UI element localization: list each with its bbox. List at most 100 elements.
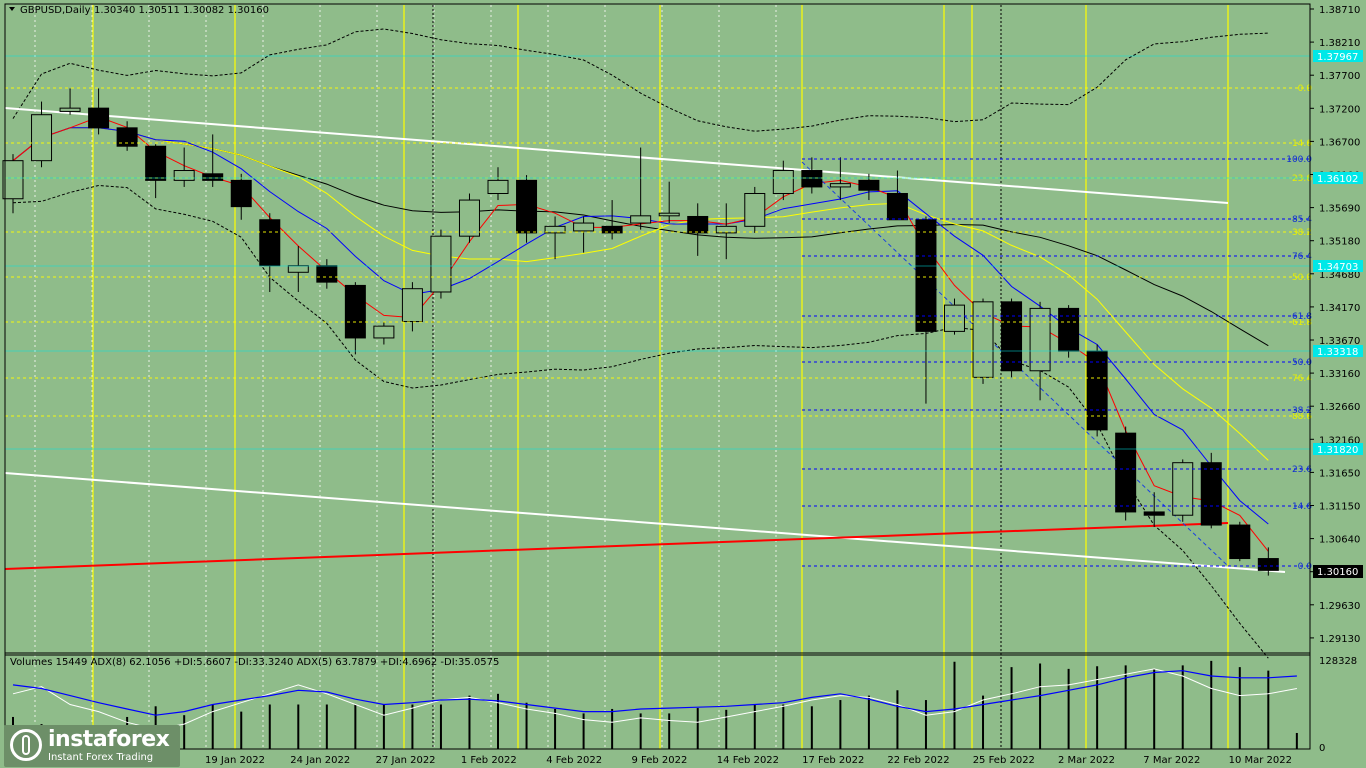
time-tick-label: 14 Feb 2022 (717, 755, 779, 766)
fib-yellow-label: 23.6 (1292, 174, 1312, 184)
candle-bear (1229, 524, 1251, 560)
candle-bull (744, 192, 766, 227)
volume-axis-min: 0 (1319, 743, 1325, 754)
candle-bear (88, 107, 110, 129)
fib-levels: 0.0 14.6 23.6 38.2 50.0 61.8 76.4 88.6 100.0 85.4… (5, 55, 1313, 572)
candle-bull (2, 160, 24, 200)
cyan-price-tag-label: 1.36102 (1317, 174, 1358, 185)
price-tick-label: 1.34680 (1319, 270, 1360, 281)
price-tick-label: 1.32660 (1319, 402, 1360, 413)
fib-blue-label: 0.0 (1298, 562, 1313, 572)
candle-bear (858, 179, 880, 191)
candle-bear (1200, 462, 1222, 526)
candle-bull (972, 301, 994, 378)
candle-bear (801, 170, 823, 188)
fib-blue-label: 14.6 (1292, 502, 1312, 512)
channel-upper-line (4, 107, 1229, 204)
trend-line-red (4, 522, 1229, 570)
chart-frame (4, 3, 1311, 750)
candle-bull (401, 288, 423, 323)
fib-yellow-label: 61.8 (1292, 318, 1312, 328)
cyan-price-tag (1313, 443, 1363, 455)
candle-bull (658, 212, 680, 217)
fib-blue-label: 23.6 (1292, 465, 1312, 475)
price-tick-label: 1.35690 (1319, 204, 1360, 215)
time-tick-label: 7 Mar 2022 (1143, 755, 1200, 766)
candle-bull (943, 304, 965, 332)
candle-bear (886, 192, 908, 221)
candle-bull (544, 225, 566, 234)
candle-bull (1029, 307, 1051, 372)
cyan-price-tag-label: 1.34703 (1317, 262, 1358, 273)
time-tick-label: 4 Feb 2022 (546, 755, 602, 766)
time-tick-label: 9 Feb 2022 (632, 755, 688, 766)
fib-yellow-label: 76.4 (1292, 374, 1312, 384)
cyan-price-tag-label: 1.33318 (1317, 347, 1358, 358)
candle-bear (145, 145, 167, 181)
candle-bull (31, 114, 53, 162)
candle-bear (1086, 350, 1108, 431)
time-tick-label: 10 Mar 2022 (1229, 755, 1292, 766)
candle-bear (344, 284, 366, 339)
channel-lower-line (4, 472, 1286, 573)
cyan-price-tag (1313, 50, 1363, 62)
fib-blue-label: 85.4 (1292, 215, 1312, 225)
current-price-tag (1313, 565, 1363, 578)
fib-blue-label: 76.4 (1292, 252, 1312, 262)
candle-bull (59, 107, 81, 112)
fib-blue-label: 61.8 (1292, 312, 1312, 322)
candle-bull (458, 199, 480, 237)
menu-triangle-icon[interactable] (9, 7, 15, 11)
time-tick-label: 27 Jan 2022 (376, 755, 436, 766)
price-tick-label: 1.31150 (1319, 502, 1360, 513)
candle-bull (772, 170, 794, 194)
candle-bull (630, 215, 652, 224)
fib-blue-label: 100.0 (1286, 155, 1312, 165)
price-tick-label: 1.29130 (1319, 634, 1360, 645)
time-tick-label: 2 Mar 2022 (1058, 755, 1115, 766)
logo-name: instaforex (48, 727, 170, 752)
candle-bear (316, 265, 338, 283)
cyan-price-tag (1313, 172, 1363, 184)
candle-bull (173, 170, 195, 181)
time-tick-label: 1 Feb 2022 (461, 755, 517, 766)
cyan-price-tag (1313, 260, 1363, 272)
fib-blue-label: 38.2 (1292, 406, 1312, 416)
fib-yellow-label: 50.0 (1292, 273, 1312, 283)
price-tick-label: 1.34170 (1319, 303, 1360, 314)
candle-bear (1058, 307, 1080, 352)
fib-yellow-label: 38.2 (1292, 228, 1312, 238)
candle-bear (116, 127, 138, 147)
candle-bear (1143, 511, 1165, 516)
ohlc-readout: 1.30340 1.30511 1.30082 1.30160 (94, 5, 269, 16)
current-price-label: 1.30160 (1317, 567, 1358, 578)
price-tick-label: 1.37200 (1319, 104, 1360, 115)
ma-slow-line (12, 127, 1269, 461)
instaforex-logo: instaforex Instant Forex Trading (4, 725, 180, 767)
cyan-price-tag-label: 1.31820 (1317, 445, 1358, 456)
adx-white-line (12, 668, 1297, 730)
fib-yellow-label: 0.0 (1298, 84, 1313, 94)
candle-bear (915, 219, 937, 332)
price-tick-label: 1.35180 (1319, 237, 1360, 248)
price-tick-label: 1.33160 (1319, 369, 1360, 380)
price-tick-label: 1.30640 (1319, 535, 1360, 546)
indicator-readout: Volumes 15449 ADX(8) 62.1056 +DI:5.6607 … (10, 657, 499, 668)
bollinger-lower-line (12, 184, 1269, 659)
axes: 1.38710 1.38210 1.37700 1.37200 1.36700 1.361… (205, 5, 1363, 766)
price-tick-label: 1.38710 (1319, 5, 1360, 16)
candle-bull (287, 265, 309, 273)
time-tick-label: 24 Jan 2022 (290, 755, 350, 766)
fib-yellow-label: 14.6 (1292, 139, 1312, 149)
candle-bear (259, 219, 281, 267)
cyan-price-tag-label: 1.37967 (1317, 52, 1358, 63)
candles-group (2, 88, 1279, 576)
volume-axis-max: 128328 (1319, 656, 1357, 667)
price-tick-label: 1.32160 (1319, 435, 1360, 446)
instaforex-logo-icon (10, 729, 42, 761)
candle-bear (687, 215, 709, 234)
candle-bear (202, 173, 224, 181)
candle-bear (230, 179, 252, 208)
